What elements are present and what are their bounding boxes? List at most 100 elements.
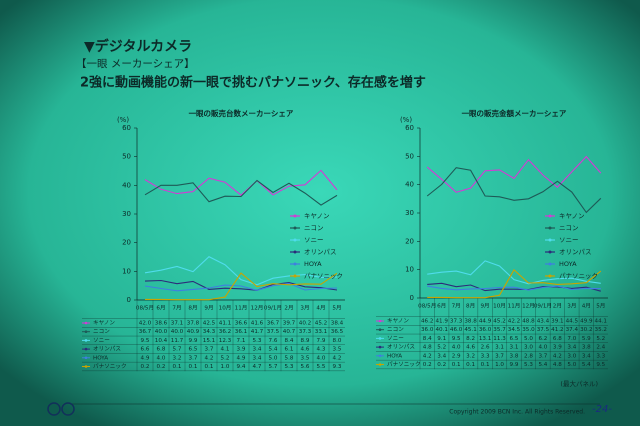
x-tick-label: 6月 bbox=[437, 303, 446, 310]
table-cell: 36.7 bbox=[267, 321, 280, 327]
table-cell: 45.1 bbox=[464, 327, 477, 333]
table-cell: 48.8 bbox=[522, 319, 535, 325]
table-cell: 15.1 bbox=[203, 338, 216, 344]
table-cell: 5.9 bbox=[582, 336, 591, 342]
table-cell: 6.2 bbox=[538, 336, 547, 342]
table-cell: 5.0 bbox=[269, 355, 278, 361]
table-cell: 4.0 bbox=[317, 355, 326, 361]
table-cell: 36.0 bbox=[479, 327, 492, 333]
table-cell: 44.1 bbox=[595, 319, 608, 325]
table-row-label: パナソニック bbox=[93, 363, 127, 370]
table-cell: 9.4 bbox=[237, 364, 246, 370]
table-cell: 3.4 bbox=[253, 355, 262, 361]
table-cell: 45.2 bbox=[493, 319, 505, 325]
x-tick-label: 7月 bbox=[452, 303, 461, 310]
table-cell: 4.9 bbox=[141, 355, 150, 361]
table-cell: 34.5 bbox=[508, 327, 521, 333]
legend-label: オリンパス bbox=[559, 248, 592, 256]
table-cell: 42.2 bbox=[508, 319, 520, 325]
table-cell: 6.8 bbox=[553, 336, 562, 342]
table-cell: 37.5 bbox=[267, 329, 280, 335]
table-marker bbox=[378, 328, 382, 332]
section-title: ▼デジタルカメラ bbox=[84, 38, 192, 55]
y-tick-label: 50 bbox=[122, 153, 131, 161]
table-cell: 9.1 bbox=[437, 336, 446, 342]
table-cell: 37.4 bbox=[566, 327, 579, 333]
table-cell: 11.3 bbox=[493, 336, 506, 342]
table-cell: 7.9 bbox=[317, 338, 326, 344]
series-line bbox=[145, 272, 338, 301]
table-cell: 3.4 bbox=[582, 353, 591, 359]
legend-label: ニコン bbox=[304, 224, 324, 232]
table-marker bbox=[84, 339, 88, 342]
table-cell: 36.1 bbox=[235, 329, 248, 335]
table-cell: 4.6 bbox=[301, 347, 310, 353]
table-cell: 5.3 bbox=[524, 362, 533, 368]
table-cell: 41.2 bbox=[551, 327, 563, 333]
legend-label: パナソニック bbox=[559, 272, 598, 280]
x-tick-label: 7月 bbox=[172, 305, 181, 312]
table-marker bbox=[84, 347, 88, 351]
table-cell: 34.3 bbox=[203, 329, 216, 335]
table-cell: 3.7 bbox=[538, 353, 547, 359]
x-tick-label: 10月 bbox=[493, 303, 506, 310]
table-cell: 5.5 bbox=[317, 364, 326, 370]
x-tick-label: 5月 bbox=[596, 303, 605, 310]
x-tick-label: 10月 bbox=[219, 305, 232, 312]
table-cell: 4.6 bbox=[466, 345, 475, 351]
x-tick-label: 8月 bbox=[466, 303, 475, 310]
y-tick-label: 50 bbox=[405, 152, 414, 160]
table-cell: 2.6 bbox=[481, 345, 490, 351]
table-cell: 6.5 bbox=[510, 336, 519, 342]
table-cell: 35.2 bbox=[595, 327, 607, 333]
table-cell: 4.8 bbox=[423, 345, 432, 351]
x-tick-label: 11月 bbox=[235, 305, 248, 312]
table-cell: 33.1 bbox=[315, 329, 328, 335]
table-cell: 35.7 bbox=[493, 327, 506, 333]
y-tick-label: 30 bbox=[122, 210, 131, 218]
legend-label: ニコン bbox=[559, 224, 579, 232]
table-cell: 3.2 bbox=[173, 355, 182, 361]
copyright: Copyright 2009 BCN Inc. All Rights Reser… bbox=[449, 409, 585, 416]
table-marker bbox=[378, 337, 382, 340]
table-cell: 3.8 bbox=[582, 345, 591, 351]
table-cell: 3.7 bbox=[189, 355, 198, 361]
table-cell: 9.5 bbox=[596, 362, 605, 368]
table-cell: 4.2 bbox=[205, 355, 214, 361]
y-tick-label: 60 bbox=[405, 124, 414, 132]
table-cell: 5.7 bbox=[173, 347, 182, 353]
table-cell: 3.5 bbox=[333, 347, 342, 353]
table-cell: 40.1 bbox=[435, 327, 448, 333]
legend-marker bbox=[293, 250, 297, 254]
table-cell: 3.9 bbox=[553, 345, 562, 351]
y-tick-label: 40 bbox=[122, 181, 131, 189]
table-cell: 7.6 bbox=[269, 338, 278, 344]
table-cell: 30.2 bbox=[580, 327, 592, 333]
y-axis-unit: (%) bbox=[117, 116, 129, 124]
table-cell: 11.7 bbox=[171, 338, 184, 344]
table-cell: 3.1 bbox=[510, 345, 519, 351]
table-row-label: オリンパス bbox=[387, 344, 415, 351]
y-tick-label: 10 bbox=[122, 267, 131, 275]
chart-title: 一眼の販売金額メーカーシェア bbox=[462, 108, 567, 118]
table-row-label: HOYA bbox=[93, 355, 108, 361]
table-cell: 39.7 bbox=[283, 321, 296, 327]
x-tick-label: 08/5月 bbox=[418, 303, 436, 310]
table-cell: 41.6 bbox=[251, 321, 264, 327]
table-cell: 45.2 bbox=[315, 321, 327, 327]
table-marker bbox=[378, 345, 382, 349]
table-row-label: ソニー bbox=[93, 337, 110, 344]
headline: 2強に動画機能の新一眼で挑むパナソニック、存在感を増す bbox=[80, 75, 426, 91]
table-cell: 5.4 bbox=[582, 362, 591, 368]
table-marker bbox=[378, 319, 382, 323]
x-tick-label: 3月 bbox=[300, 305, 309, 312]
table-row-label: キヤノン bbox=[387, 319, 409, 325]
table-cell: 37.3 bbox=[450, 319, 463, 325]
table-cell: 4.0 bbox=[157, 355, 166, 361]
legend-marker bbox=[293, 226, 297, 230]
legend-marker bbox=[293, 262, 297, 266]
table-cell: 3.5 bbox=[301, 355, 310, 361]
table-cell: 9.3 bbox=[333, 364, 342, 370]
table-cell: 39.1 bbox=[551, 319, 564, 325]
